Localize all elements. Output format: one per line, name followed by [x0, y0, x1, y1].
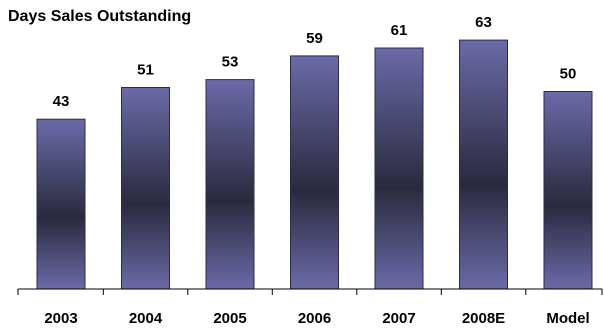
x-tick-label-2008E: 2008E [462, 310, 505, 327]
data-label-2008E: 63 [475, 14, 492, 31]
x-tick-label-2007: 2007 [382, 310, 415, 327]
bar-2004 [121, 87, 170, 290]
x-tick-label-2004: 2004 [129, 310, 163, 327]
data-labels-layer: 43 51 53 59 61 63 50 [53, 14, 577, 110]
data-label-2003: 43 [53, 93, 70, 110]
bar-2008E [459, 39, 508, 290]
x-tick-label-Model: Model [546, 310, 589, 327]
data-label-Model: 50 [560, 66, 577, 83]
data-label-2005: 53 [222, 54, 239, 71]
bar-2007 [374, 47, 424, 290]
x-tick-labels: 2003 2004 2005 2006 2007 2008E Model [44, 310, 589, 327]
data-label-2007: 61 [391, 22, 408, 39]
x-tick-label-2006: 2006 [298, 310, 331, 327]
bars-layer [36, 39, 593, 290]
x-tick-label-2003: 2003 [44, 310, 77, 327]
data-label-2006: 59 [306, 30, 323, 47]
bar-2005 [205, 79, 255, 290]
bar-2006 [290, 55, 339, 290]
chart-title: Days Sales Outstanding [8, 8, 192, 25]
data-label-2004: 51 [137, 62, 154, 79]
x-tick-label-2005: 2005 [213, 310, 246, 327]
bar-2003 [36, 118, 86, 290]
x-axis [17, 288, 603, 295]
bar-Model [543, 91, 593, 290]
